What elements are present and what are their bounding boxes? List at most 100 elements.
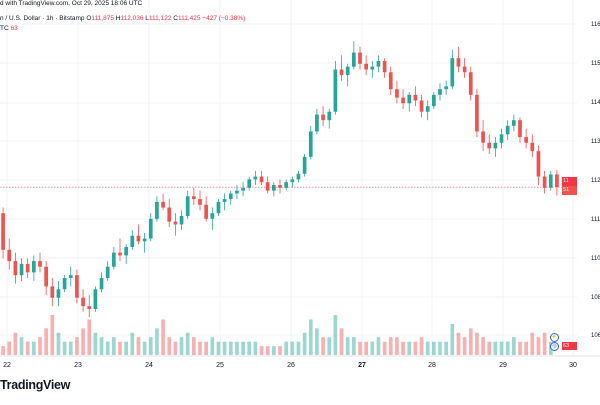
- candle: [524, 128, 528, 149]
- volume-bar: [112, 337, 116, 355]
- candle-body: [339, 69, 344, 76]
- candle: [364, 55, 368, 76]
- candle-body: [456, 58, 461, 67]
- price-axis[interactable]: 116 114 112 110 108 115 113 111 106: [591, 22, 600, 339]
- candle: [235, 185, 239, 200]
- symbol-label[interactable]: n / U.S. Dollar · 1h · Bitstamp: [0, 15, 85, 22]
- candle: [198, 190, 202, 211]
- volume-bar: [278, 346, 282, 355]
- header-line-3: TC 63: [0, 25, 18, 32]
- volume-bar: [124, 341, 128, 355]
- volume-bar: [272, 346, 276, 355]
- indicator-settings-icon[interactable]: ◎: [550, 342, 559, 351]
- candle: [456, 46, 461, 73]
- volume-bar: [19, 337, 24, 355]
- current-price-badge: 11: [562, 177, 577, 186]
- volume-bar: [407, 341, 412, 355]
- candle-body: [512, 120, 516, 126]
- volume-bar: [56, 332, 61, 355]
- candle-body: [44, 266, 48, 287]
- volume-bar: [352, 337, 356, 355]
- candle: [204, 196, 208, 222]
- candle-body: [333, 69, 338, 112]
- volume-bar: [302, 332, 307, 355]
- indicator-alert-icon[interactable]: ⚡: [550, 333, 559, 342]
- candle-body: [370, 66, 375, 70]
- current-volume-label: 63: [563, 343, 570, 349]
- candle-body: [481, 131, 485, 143]
- volume-bar: [247, 341, 252, 355]
- candle-body: [247, 179, 252, 188]
- candle-body: [13, 261, 18, 276]
- volume-bar: [413, 341, 418, 355]
- candle-body: [25, 263, 30, 273]
- volume-bar: [142, 341, 147, 355]
- time-tick-label: 28: [428, 362, 436, 369]
- volume-bar: [44, 328, 48, 355]
- candle: [450, 49, 455, 90]
- volume-bar: [290, 341, 295, 355]
- candle-body: [185, 196, 190, 216]
- candle: [352, 41, 356, 70]
- volume-bar: [7, 341, 12, 355]
- candle-body: [222, 199, 227, 202]
- low-value: 111,122: [148, 15, 172, 22]
- close-label: C: [173, 15, 178, 22]
- candle: [413, 86, 418, 107]
- volume-bar: [481, 337, 485, 355]
- candle: [210, 207, 215, 231]
- candle: [222, 193, 227, 211]
- candle: [462, 58, 467, 78]
- volume-bar: [327, 337, 332, 355]
- candle-body: [450, 58, 455, 87]
- candle-body: [327, 111, 332, 121]
- candle: [161, 193, 165, 211]
- candle-body: [364, 63, 368, 70]
- open-label: O: [86, 15, 92, 22]
- volume-bar: [216, 341, 221, 355]
- candle-body: [272, 185, 276, 191]
- volume-bar: [118, 341, 122, 355]
- candle: [505, 120, 510, 140]
- candle-body: [136, 235, 141, 242]
- candle-body: [204, 204, 208, 219]
- candle: [93, 286, 98, 312]
- candle-body: [315, 114, 319, 132]
- candle-body: [382, 61, 387, 73]
- volume-bar: [105, 341, 110, 355]
- candle: [542, 170, 547, 194]
- candle-body: [118, 252, 122, 256]
- volume-bar: [241, 341, 245, 355]
- time-tick-label: 27: [358, 362, 366, 369]
- candle: [13, 252, 18, 284]
- volume-label[interactable]: TC: [0, 25, 9, 32]
- candle: [68, 266, 73, 287]
- volume-bar: [167, 337, 172, 355]
- time-tick-label: 24: [145, 362, 153, 369]
- candle: [321, 106, 325, 126]
- candle: [148, 213, 153, 242]
- candle-body: [296, 173, 301, 180]
- candle: [530, 134, 535, 157]
- candle-body: [278, 185, 282, 188]
- volume-bar: [512, 337, 516, 355]
- volume-bar: [87, 319, 92, 355]
- candle-body: [7, 249, 12, 262]
- candle: [19, 258, 24, 281]
- candle-body: [68, 275, 73, 278]
- volume-bar: [376, 337, 381, 355]
- current-volume-badge: 63: [562, 342, 577, 350]
- candle: [302, 154, 307, 177]
- time-tick-label: 30: [569, 362, 577, 369]
- candle: [259, 170, 264, 185]
- volume-bar: [444, 341, 448, 355]
- candle-body: [112, 252, 116, 267]
- candle-body: [419, 100, 424, 112]
- volume-bar: [438, 341, 442, 355]
- candle: [548, 170, 553, 191]
- candle-body: [444, 86, 448, 90]
- candle-body: [468, 72, 473, 95]
- price-tick-label: 108: [591, 295, 600, 301]
